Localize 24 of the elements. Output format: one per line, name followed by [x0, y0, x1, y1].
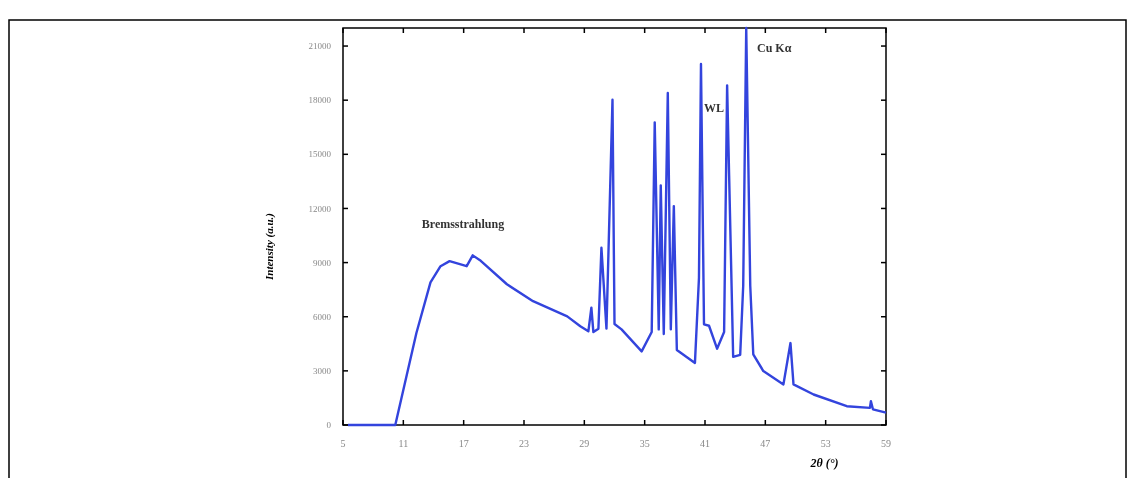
x-tick-label: 23	[519, 438, 529, 449]
y-tick-label: 9000	[313, 257, 332, 268]
y-tick-label: 3000	[313, 366, 332, 377]
x-tick-label: 11	[398, 438, 409, 449]
annotation: WL	[704, 100, 725, 115]
y-tick-label: 18000	[308, 95, 332, 106]
x-tick-label: 53	[820, 438, 831, 449]
x-tick-label: 35	[639, 438, 650, 449]
x-tick-label: 59	[881, 438, 891, 449]
x-tick-label: 47	[760, 438, 771, 449]
y-tick-label: 15000	[308, 149, 332, 160]
x-tick-label: 17	[458, 438, 469, 449]
y-tick-label: 6000	[313, 311, 332, 322]
x-tick-label: 5	[340, 438, 346, 449]
x-axis-title: 2θ (°)	[809, 456, 839, 470]
x-tick-label: 29	[579, 438, 590, 449]
annotation: Bremsstrahlung	[421, 217, 505, 231]
y-tick-label: 12000	[308, 203, 332, 214]
x-tick-label: 41	[700, 438, 710, 449]
y-axis-title: Intensity (a.u.)	[263, 213, 276, 281]
y-tick-label: 21000	[308, 41, 332, 52]
line-series	[346, 26, 888, 427]
annotation: Cu Kα	[757, 41, 792, 56]
y-tick-label: 0	[326, 420, 332, 431]
